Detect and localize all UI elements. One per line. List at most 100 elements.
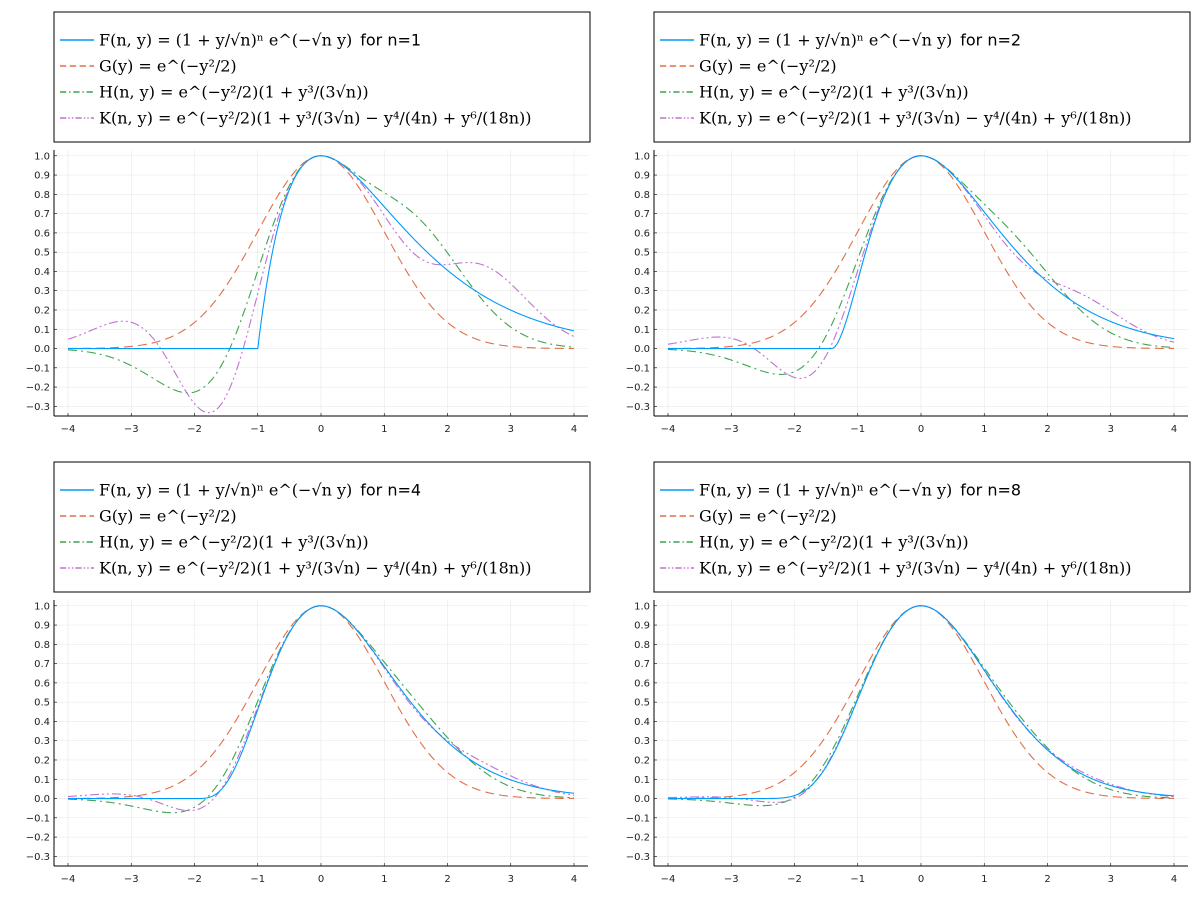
y-tick-label: 0.8 (34, 190, 50, 201)
y-tick-label: 0.1 (34, 325, 50, 336)
x-tick-label: −4 (61, 874, 76, 885)
x-tick-label: 4 (1171, 874, 1177, 885)
x-tick-label: 1 (381, 874, 387, 885)
x-tick-label: 0 (318, 424, 324, 435)
y-tick-label: 0.9 (634, 621, 650, 632)
y-tick-label: 1.0 (634, 151, 650, 162)
x-tick-label: 2 (1044, 874, 1050, 885)
series-G-line (68, 605, 574, 800)
x-tick-label: 1 (981, 424, 987, 435)
x-tick-label: −4 (61, 424, 76, 435)
legend-label-H: H(n, y) = e^(−y²/2)(1 + y³/(3√n)) (699, 83, 969, 102)
legend-label-F: F(n, y) = (1 + y/√n)ⁿ e^(−√n y) for n=2 (699, 31, 1021, 50)
y-tick-label: 0.7 (634, 209, 650, 220)
y-tick-label: 0.6 (634, 678, 650, 689)
series-G-line (68, 155, 574, 350)
legend-formula: K(n, y) = e^(−y²/2)(1 + y³/(3√n) − y⁴/(4… (699, 109, 1132, 128)
x-tick-label: 0 (318, 874, 324, 885)
x-tick-label: −4 (661, 874, 676, 885)
y-tick-label: −0.1 (626, 363, 650, 374)
y-tick-label: 0.8 (34, 640, 50, 651)
y-tick-label: −0.1 (26, 363, 50, 374)
x-tick-label: −2 (787, 424, 802, 435)
y-tick-label: 0.1 (34, 775, 50, 786)
legend-label-G: G(y) = e^(−y²/2) (699, 57, 837, 76)
y-tick-label: 0.2 (634, 305, 650, 316)
y-tick-label: −0.3 (626, 402, 650, 413)
legend-label-K: K(n, y) = e^(−y²/2)(1 + y³/(3√n) − y⁴/(4… (699, 109, 1132, 128)
y-tick-label: 0.9 (34, 621, 50, 632)
legend-label-F: F(n, y) = (1 + y/√n)ⁿ e^(−√n y) for n=1 (99, 31, 421, 50)
y-tick-label: −0.2 (26, 383, 50, 394)
y-tick-label: 0.7 (634, 659, 650, 670)
legend-label-K: K(n, y) = e^(−y²/2)(1 + y³/(3√n) − y⁴/(4… (699, 559, 1132, 578)
legend-suffix: for n=2 (960, 31, 1021, 50)
y-tick-label: 0.8 (634, 190, 650, 201)
y-tick-label: 0.1 (634, 775, 650, 786)
legend-label-G: G(y) = e^(−y²/2) (699, 507, 837, 526)
legend-box (653, 461, 1191, 593)
y-tick-label: −0.2 (626, 383, 650, 394)
chart-panel-n8: −4 −3 −2 −1 0 1 2 3 4 −0.3 −0.2 −0.1 0.0 0.1 0.2 0.3 0.4… (626, 461, 1191, 885)
x-tick-label: −2 (187, 874, 202, 885)
series-F-line (668, 605, 1175, 800)
x-tick-label: −2 (187, 424, 202, 435)
x-tick-label: 2 (444, 424, 450, 435)
y-tick-label: −0.1 (626, 813, 650, 824)
series-H-line (67, 605, 575, 814)
y-tick-label: 0.6 (634, 228, 650, 239)
y-tick-label: 0.7 (34, 209, 50, 220)
y-tick-label: 0.0 (34, 344, 50, 355)
x-tick-label: 0 (918, 874, 924, 885)
y-tick-label: 0.3 (34, 736, 50, 747)
x-tick-label: 3 (1108, 424, 1114, 435)
legend-formula: F(n, y) = (1 + y/√n)ⁿ e^(−√n y) (699, 31, 952, 50)
x-tick-label: −3 (724, 874, 739, 885)
legend: F(n, y) = (1 + y/√n)ⁿ e^(−√n y) for n=1 G(… (53, 11, 591, 143)
legend-suffix: for n=8 (960, 481, 1021, 500)
x-tick-label: 4 (571, 424, 577, 435)
legend-label-G: G(y) = e^(−y²/2) (99, 507, 237, 526)
legend-formula: G(y) = e^(−y²/2) (699, 507, 837, 526)
y-tick-label: 0.0 (634, 344, 650, 355)
chart-panel-n2: −4 −3 −2 −1 0 1 2 3 4 −0.3 −0.2 −0.1 0.0 0.1 0.2 0.3 0.4… (626, 11, 1191, 435)
legend-formula: H(n, y) = e^(−y²/2)(1 + y³/(3√n)) (699, 533, 969, 552)
legend-formula: H(n, y) = e^(−y²/2)(1 + y³/(3√n)) (99, 533, 369, 552)
x-tick-label: 2 (444, 874, 450, 885)
legend-label-H: H(n, y) = e^(−y²/2)(1 + y³/(3√n)) (699, 533, 969, 552)
x-tick-label: 1 (381, 424, 387, 435)
x-tick-label: −3 (124, 424, 139, 435)
legend-box (53, 461, 591, 593)
x-tick-label: 1 (981, 874, 987, 885)
y-tick-label: 0.5 (634, 698, 650, 709)
y-tick-label: 0.3 (634, 286, 650, 297)
series-G-line (668, 155, 1174, 350)
x-tick-label: 3 (508, 874, 514, 885)
legend-label-H: H(n, y) = e^(−y²/2)(1 + y³/(3√n)) (99, 533, 369, 552)
legend: F(n, y) = (1 + y/√n)ⁿ e^(−√n y) for n=8 G(… (653, 461, 1191, 593)
series-F-line (668, 155, 1175, 350)
legend-box (53, 11, 591, 143)
y-tick-label: −0.3 (26, 402, 50, 413)
legend: F(n, y) = (1 + y/√n)ⁿ e^(−√n y) for n=4 G(… (53, 461, 591, 593)
legend-formula: G(y) = e^(−y²/2) (99, 57, 237, 76)
legend-formula: G(y) = e^(−y²/2) (99, 507, 237, 526)
legend-formula: F(n, y) = (1 + y/√n)ⁿ e^(−√n y) (99, 31, 352, 50)
y-tick-label: 0.2 (34, 755, 50, 766)
y-tick-label: −0.3 (26, 852, 50, 863)
y-tick-label: 0.4 (34, 267, 50, 278)
y-tick-label: 0.5 (634, 248, 650, 259)
legend-formula: H(n, y) = e^(−y²/2)(1 + y³/(3√n)) (699, 83, 969, 102)
x-tick-label: 3 (1108, 874, 1114, 885)
series-G-line (668, 605, 1174, 800)
x-tick-label: −1 (850, 424, 865, 435)
y-tick-label: 0.4 (34, 717, 50, 728)
legend-label-G: G(y) = e^(−y²/2) (99, 57, 237, 76)
y-tick-label: 0.3 (634, 736, 650, 747)
y-tick-label: 0.8 (634, 640, 650, 651)
x-tick-label: −3 (124, 874, 139, 885)
x-tick-label: 4 (1171, 424, 1177, 435)
y-tick-label: 0.1 (634, 325, 650, 336)
y-tick-label: −0.1 (26, 813, 50, 824)
